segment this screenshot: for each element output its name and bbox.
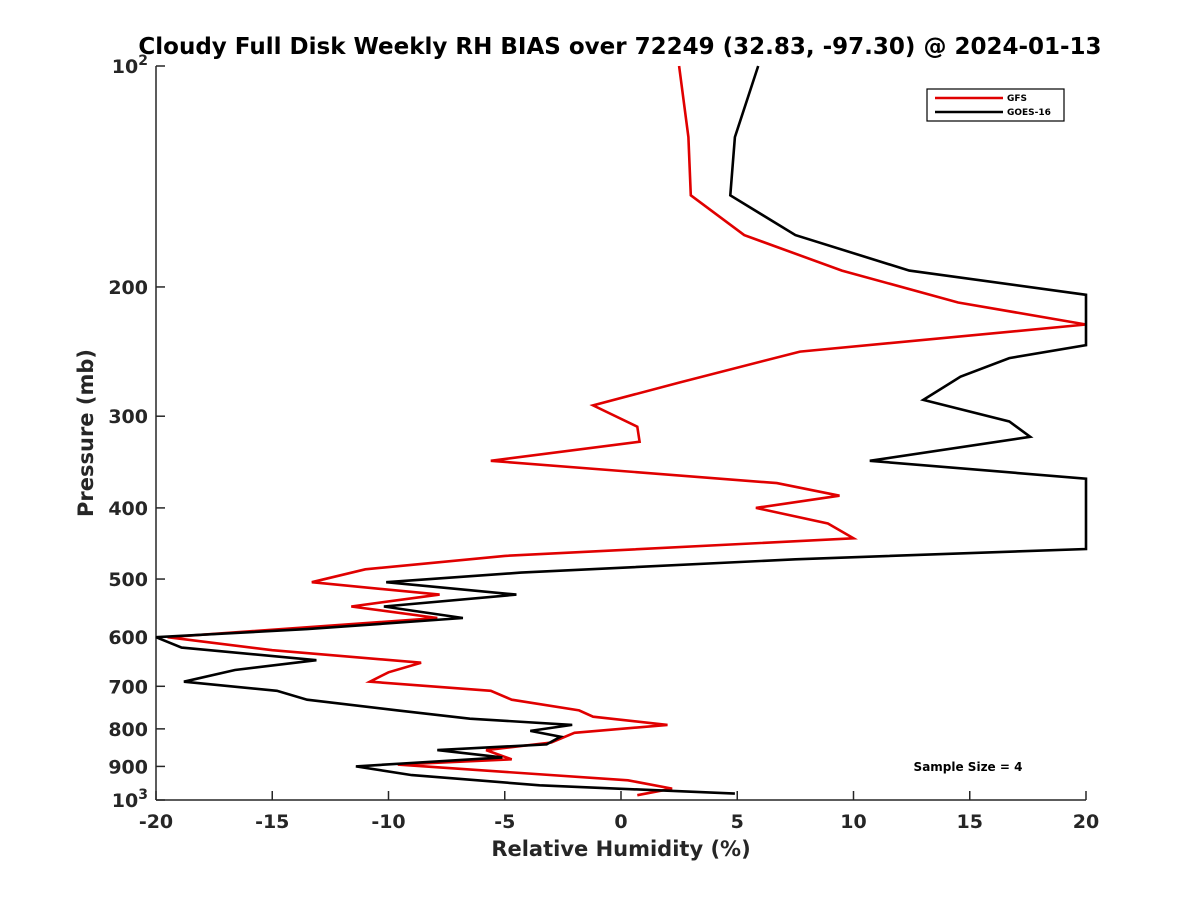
x-tick-label: -15 bbox=[255, 811, 289, 833]
x-tick-label: 10 bbox=[840, 811, 866, 833]
y-tick-label: 900 bbox=[108, 756, 148, 778]
y-tick-label: 400 bbox=[108, 498, 148, 520]
y-tick-label: 800 bbox=[108, 719, 148, 741]
legend: GFS GOES-16 bbox=[926, 88, 1065, 122]
x-tick-label: 20 bbox=[1073, 811, 1099, 833]
y-tick-label: 102 bbox=[112, 53, 148, 78]
y-tick-label: 200 bbox=[108, 277, 148, 299]
y-tick-label: 500 bbox=[108, 569, 148, 591]
x-tick-label: -5 bbox=[494, 811, 515, 833]
legend-box bbox=[926, 88, 1065, 122]
y-tick-label: 600 bbox=[108, 627, 148, 649]
sample-size-annotation: Sample Size = 4 bbox=[914, 760, 1023, 774]
chart-title: Cloudy Full Disk Weekly RH BIAS over 722… bbox=[138, 34, 1101, 60]
legend-label-gfs: GFS bbox=[1007, 94, 1027, 104]
x-tick-label: 5 bbox=[731, 811, 744, 833]
y-axis-ticks: 102 200 300 400 500 600 700 800 900 103 bbox=[108, 53, 165, 812]
x-axis-ticks: -20 -15 -10 -5 0 5 10 15 20 bbox=[139, 791, 1099, 833]
series-line-goes16 bbox=[155, 65, 1088, 795]
plot-area bbox=[155, 66, 1086, 801]
series-line-gfs bbox=[167, 65, 1087, 797]
legend-label-goes16: GOES-16 bbox=[1007, 108, 1051, 118]
y-tick-label: 700 bbox=[108, 676, 148, 698]
plot-background bbox=[156, 66, 1086, 800]
series-layer bbox=[155, 65, 1088, 797]
x-axis-label: Relative Humidity (%) bbox=[491, 837, 750, 861]
y-tick-label: 103 bbox=[112, 787, 148, 812]
x-tick-label: -10 bbox=[371, 811, 405, 833]
x-tick-label: 0 bbox=[614, 811, 627, 833]
x-tick-label: -20 bbox=[139, 811, 173, 833]
y-axis-label: Pressure (mb) bbox=[74, 349, 98, 517]
x-tick-label: 15 bbox=[957, 811, 983, 833]
y-tick-label: 300 bbox=[108, 406, 148, 428]
